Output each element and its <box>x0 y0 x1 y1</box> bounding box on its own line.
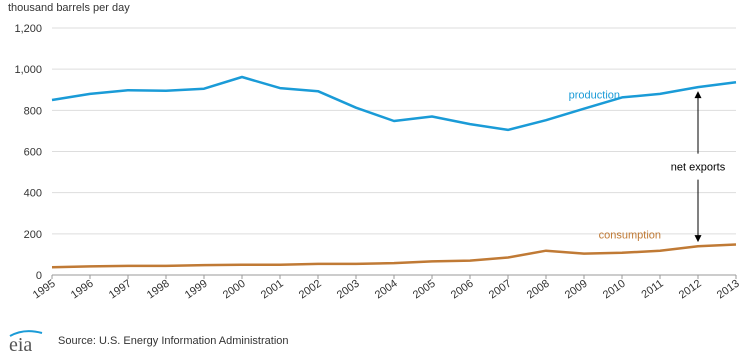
x-tick-label: 2012 <box>677 278 704 302</box>
x-tick-label: 2011 <box>639 278 665 301</box>
y-tick-label: 600 <box>24 147 42 159</box>
eia-logo-icon: eia <box>9 330 43 355</box>
x-tick-label: 2000 <box>221 278 248 302</box>
x-tick-label: 2001 <box>259 278 286 302</box>
label-net-exports: net exports <box>671 162 726 174</box>
series-line-consumption <box>51 243 737 269</box>
x-tick-label: 2010 <box>601 278 628 302</box>
x-tick-label: 2013 <box>715 278 740 302</box>
x-tick-label: 1996 <box>69 278 96 302</box>
y-tick-label: 400 <box>24 188 42 200</box>
x-tick-label: 2004 <box>373 278 400 302</box>
y-tick-label: 200 <box>24 229 42 241</box>
y-tick-label: 800 <box>24 105 42 117</box>
x-tick-label: 2002 <box>297 278 324 302</box>
label-production: production <box>569 89 620 101</box>
x-tick-label: 2003 <box>335 278 362 302</box>
x-tick-label: 1998 <box>145 278 172 302</box>
y-tick-label: 1,000 <box>14 64 42 76</box>
x-tick-label: 2006 <box>449 278 476 302</box>
x-tick-label: 2008 <box>525 278 552 302</box>
source-text: Source: U.S. Energy Information Administ… <box>58 335 289 347</box>
x-tick-label: 1999 <box>183 278 210 302</box>
x-tick-label: 1997 <box>107 278 134 302</box>
x-tick-labels: 1995 1996 1997 1998 1999 2000 2001 2002 2003 2004… <box>31 275 740 302</box>
y-tick-labels: 0 200 400 600 800 1,000 1,200 <box>14 23 42 282</box>
eia-logo-text: eia <box>9 334 32 355</box>
x-tick-label: 1995 <box>31 278 58 302</box>
x-tick-label: 2007 <box>487 278 514 302</box>
source-footer: eia Source: U.S. Energy Information Admi… <box>8 326 289 356</box>
arrowhead-down-icon <box>694 235 702 243</box>
series-lines <box>51 75 737 269</box>
y-tick-label: 0 <box>36 270 42 282</box>
y-tick-label: 1,200 <box>14 23 42 35</box>
series-line-production <box>51 75 737 132</box>
annotations: production consumption net exports <box>569 89 726 243</box>
y-axis-unit-label: thousand barrels per day <box>8 2 130 14</box>
label-consumption: consumption <box>599 230 661 242</box>
x-tick-label: 2005 <box>411 278 438 302</box>
line-chart: 0 200 400 600 800 1,000 1,200 1995 1996 1997 1998… <box>14 23 740 302</box>
arrowhead-up-icon <box>694 91 702 99</box>
x-tick-label: 2009 <box>563 278 590 302</box>
